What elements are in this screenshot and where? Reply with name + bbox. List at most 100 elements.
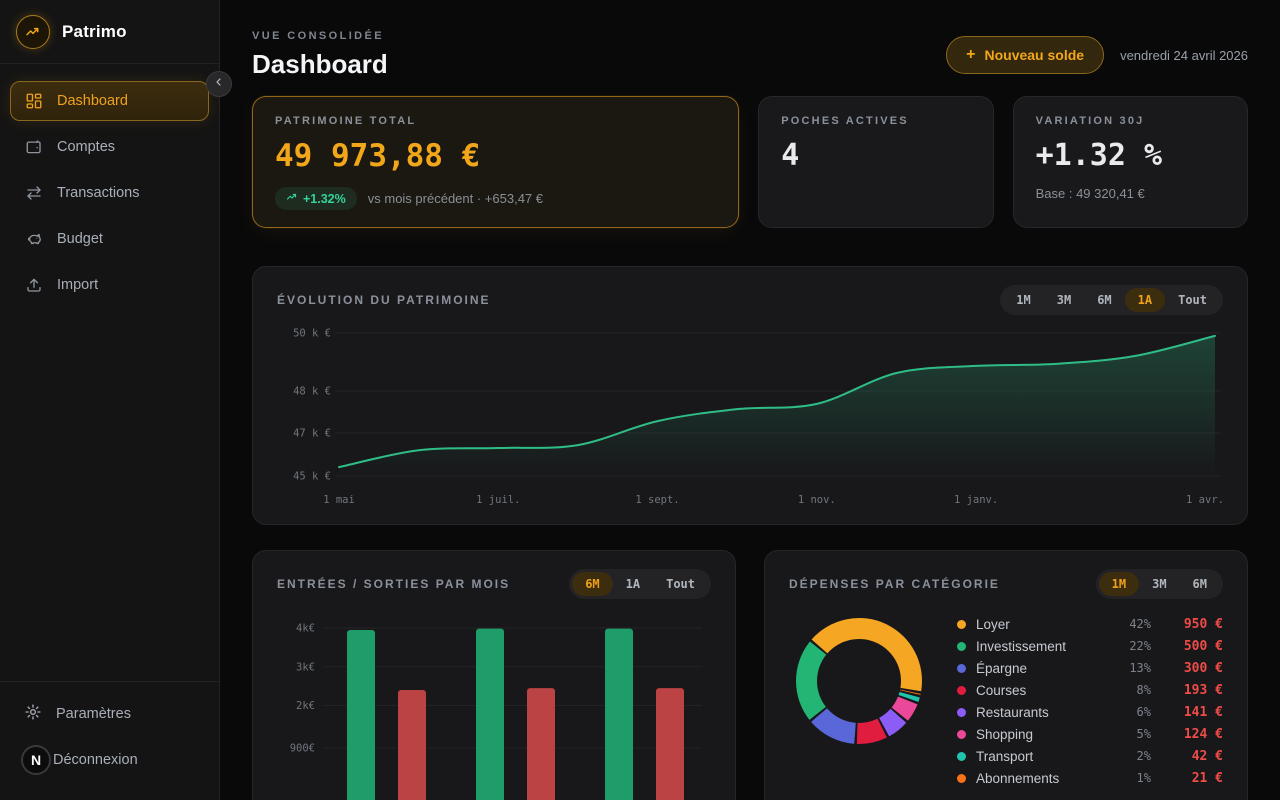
plus-icon: +: [966, 46, 976, 63]
legend-color-dot: [957, 663, 966, 673]
chevron-left-icon: [213, 75, 225, 93]
current-date: vendredi 24 avril 2026: [1120, 47, 1248, 63]
range-tab[interactable]: 1M: [1098, 572, 1140, 596]
nav-item-label: Comptes: [57, 139, 116, 155]
flows-title: ENTRÉES / SORTIES PAR MOIS: [277, 577, 511, 591]
legend-row[interactable]: Épargne 13% 300 €: [957, 657, 1223, 679]
nav-item-label: Transactions: [57, 185, 140, 201]
legend-label: Transport: [976, 748, 1034, 764]
svg-text:1 juil.: 1 juil.: [476, 494, 520, 506]
legend-amount: 950 €: [1183, 616, 1223, 632]
nav-item[interactable]: Budget: [10, 219, 209, 259]
legend-percent: 6%: [1136, 705, 1151, 719]
legend-amount: 21 €: [1191, 770, 1223, 786]
flows-range-tabs: 6M 1A Tout: [569, 569, 711, 599]
main-content: VUE CONSOLIDÉE Dashboard + Nouveau solde…: [220, 0, 1280, 800]
card-label: POCHES ACTIVES: [781, 115, 909, 127]
svg-text:4k€: 4k€: [296, 623, 315, 635]
legend-percent: 22%: [1129, 639, 1151, 653]
legend-amount: 124 €: [1183, 726, 1223, 742]
range-tab[interactable]: 1A: [1124, 288, 1166, 312]
legend-label: Restaurants: [976, 704, 1049, 720]
range-tab[interactable]: 3M: [1152, 577, 1167, 591]
range-tab[interactable]: 1M: [1016, 293, 1031, 307]
svg-text:47 k €: 47 k €: [293, 428, 331, 440]
variation-badge: +1.32%: [275, 187, 357, 210]
nav-item[interactable]: Transactions: [10, 173, 209, 213]
legend-color-dot: [957, 685, 966, 695]
legend-row[interactable]: Loyer 42% 950 €: [957, 613, 1223, 635]
legend-row[interactable]: Abonnements 1% 21 €: [957, 767, 1223, 789]
user-avatar[interactable]: N: [21, 745, 51, 775]
sidebar-footer: Paramètres N Déconnexion: [0, 681, 219, 800]
legend-percent: 8%: [1136, 683, 1151, 697]
variation-value: +1.32 %: [1035, 138, 1163, 173]
svg-text:45 k €: 45 k €: [293, 471, 331, 483]
categories-title: DÉPENSES PAR CATÉGORIE: [789, 577, 1000, 591]
legend-label: Shopping: [976, 726, 1034, 742]
range-tab[interactable]: 6M: [572, 572, 613, 596]
upload-icon: [25, 276, 43, 294]
new-balance-button[interactable]: + Nouveau solde: [946, 36, 1105, 74]
legend-row[interactable]: Restaurants 6% 141 €: [957, 701, 1223, 723]
categories-donut-chart: [795, 617, 923, 744]
nav-item[interactable]: Import: [10, 265, 209, 305]
range-tab[interactable]: Tout: [666, 577, 695, 591]
legend-row[interactable]: Shopping 5% 124 €: [957, 723, 1223, 745]
legend-percent: 2%: [1136, 749, 1151, 763]
legend-amount: 193 €: [1183, 682, 1223, 698]
nav-item[interactable]: Comptes: [10, 127, 209, 167]
dashboard-grid-icon: [25, 92, 43, 110]
trend-up-icon: [286, 191, 298, 206]
legend-amount: 500 €: [1183, 638, 1223, 654]
range-tab[interactable]: 6M: [1192, 577, 1207, 591]
range-tab[interactable]: 1A: [625, 577, 641, 591]
legend-amount: 42 €: [1191, 748, 1223, 764]
range-tab[interactable]: 6M: [1097, 293, 1112, 307]
categories-range-tabs: 1M 3M 6M: [1095, 569, 1223, 599]
card-patrimoine-total[interactable]: PATRIMOINE TOTAL 49 973,88 € +1.32% vs m…: [252, 96, 740, 228]
card-poches-actives[interactable]: POCHES ACTIVES 4: [758, 96, 994, 228]
legend-color-dot: [957, 619, 966, 629]
legend-row[interactable]: Investissement 22% 500 €: [957, 635, 1223, 657]
range-tab[interactable]: Tout: [1178, 293, 1207, 307]
svg-text:1 sept.: 1 sept.: [635, 494, 679, 506]
legend-row[interactable]: Courses 8% 193 €: [957, 679, 1223, 701]
sidebar-item-settings[interactable]: Paramètres: [10, 694, 209, 734]
svg-text:1 avr.: 1 avr.: [1186, 494, 1223, 506]
card-variation-30j[interactable]: VARIATION 30J +1.32 % Base : 49 320,41 €: [1012, 96, 1248, 228]
legend-color-dot: [957, 751, 966, 761]
transfer-arrows-icon: [25, 184, 43, 202]
app-logo: Patrimo: [0, 0, 219, 64]
app-title: Patrimo: [62, 21, 127, 41]
legend-label: Investissement: [976, 638, 1067, 654]
nav-item[interactable]: Dashboard: [10, 81, 209, 121]
sidebar-collapse-button[interactable]: [206, 71, 232, 97]
legend-amount: 300 €: [1183, 660, 1223, 676]
legend-color-dot: [957, 729, 966, 739]
categories-panel: DÉPENSES PAR CATÉGORIE 1M 3M 6M Loyer 42% …: [764, 550, 1248, 800]
patrimoine-value: 49 973,88 €: [275, 138, 481, 174]
poches-value: 4: [781, 138, 800, 173]
svg-text:48 k €: 48 k €: [293, 386, 331, 398]
page-title: Dashboard: [252, 49, 388, 79]
legend-amount: 141 €: [1183, 704, 1223, 720]
range-tab[interactable]: 3M: [1056, 293, 1072, 307]
flows-panel: ENTRÉES / SORTIES PAR MOIS 6M 1A Tout 4k€ 3…: [252, 550, 736, 800]
page-header: VUE CONSOLIDÉE Dashboard + Nouveau solde…: [252, 30, 1248, 80]
legend-percent: 1%: [1136, 771, 1151, 785]
card-label: VARIATION 30J: [1035, 115, 1145, 127]
sidebar: Patrimo Dashboard Comptes Transactions B…: [0, 0, 232, 800]
legend-row[interactable]: Transport 2% 42 €: [957, 745, 1223, 767]
sidebar-item-logout[interactable]: N Déconnexion: [10, 736, 209, 784]
legend-label: Abonnements: [976, 770, 1060, 786]
logout-label: Déconnexion: [53, 752, 138, 768]
gear-icon: [24, 703, 42, 725]
legend-percent: 5%: [1136, 727, 1151, 741]
evolution-range-tabs: 1M 3M 6M 1A Tout: [1000, 285, 1223, 315]
legend-percent: 42%: [1129, 617, 1151, 631]
legend-color-dot: [957, 641, 966, 651]
svg-text:900€: 900€: [290, 743, 315, 755]
svg-text:3k€: 3k€: [296, 661, 315, 673]
stats-row: PATRIMOINE TOTAL 49 973,88 € +1.32% vs m…: [252, 96, 1248, 228]
